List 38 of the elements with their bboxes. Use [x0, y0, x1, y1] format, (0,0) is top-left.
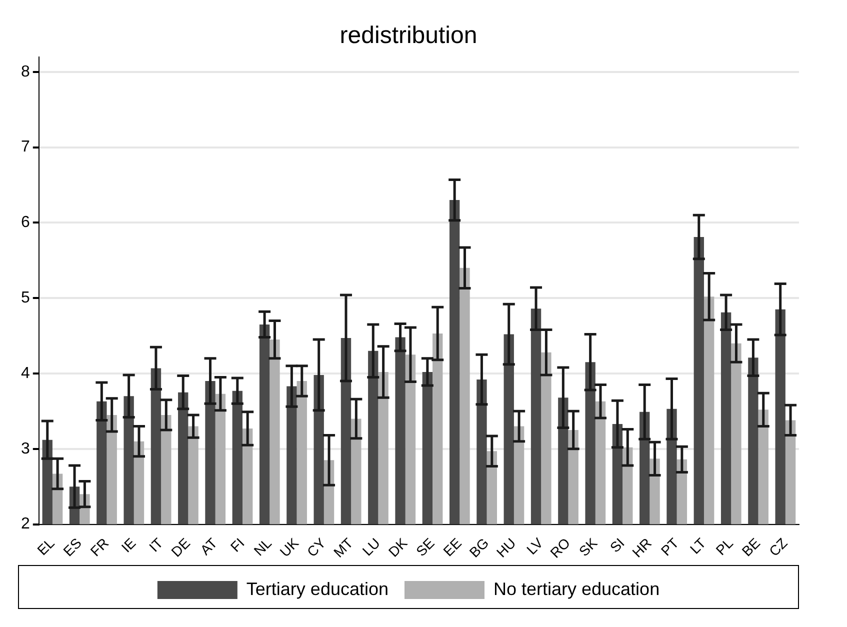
legend-label: Tertiary education: [246, 578, 388, 599]
x-tick-label: NL: [250, 534, 275, 559]
x-tick-label: EE: [440, 534, 465, 560]
x-tick-label: HU: [493, 534, 519, 560]
x-tick-label: BG: [466, 534, 492, 560]
x-tick-label: PL: [712, 534, 736, 558]
x-tick-label: CY: [304, 534, 330, 560]
y-tick-label: 2: [20, 516, 30, 533]
x-tick-label: FR: [87, 534, 112, 560]
x-tick-label: EL: [34, 534, 58, 558]
x-tick-label: LU: [359, 534, 384, 559]
x-tick-label: ES: [60, 534, 84, 560]
y-tick-label: 3: [20, 440, 30, 458]
x-tick-label: LV: [523, 534, 546, 558]
x-tick-label: DE: [168, 534, 194, 560]
x-tick-label: DK: [385, 534, 411, 560]
x-tick-label: AT: [196, 534, 221, 558]
y-tick-label: 5: [20, 289, 30, 306]
x-tick-label: IE: [118, 534, 139, 556]
x-tick-label: RO: [546, 534, 574, 561]
chart-title: redistribution: [340, 22, 478, 50]
x-tick-label: IT: [146, 534, 166, 555]
x-tick-label: SI: [606, 534, 628, 556]
legend-label: No tertiary education: [493, 578, 660, 599]
x-tick-label: BE: [738, 534, 764, 560]
x-tick-label: HR: [628, 534, 655, 560]
y-tick-label: 7: [20, 138, 30, 156]
y-tick-label: 4: [20, 364, 30, 382]
x-tick-label: UK: [276, 534, 302, 560]
x-tick-label: MT: [330, 534, 356, 560]
x-tick-label: SK: [576, 534, 601, 560]
x-tick-label: CZ: [766, 534, 791, 560]
y-tick-label: 6: [20, 214, 30, 232]
x-tick-label: FI: [227, 534, 248, 555]
y-tick-label: 8: [20, 63, 30, 80]
x-tick-label: SE: [412, 534, 438, 560]
x-tick-label: LT: [686, 534, 710, 557]
x-tick-label: PT: [658, 534, 682, 559]
